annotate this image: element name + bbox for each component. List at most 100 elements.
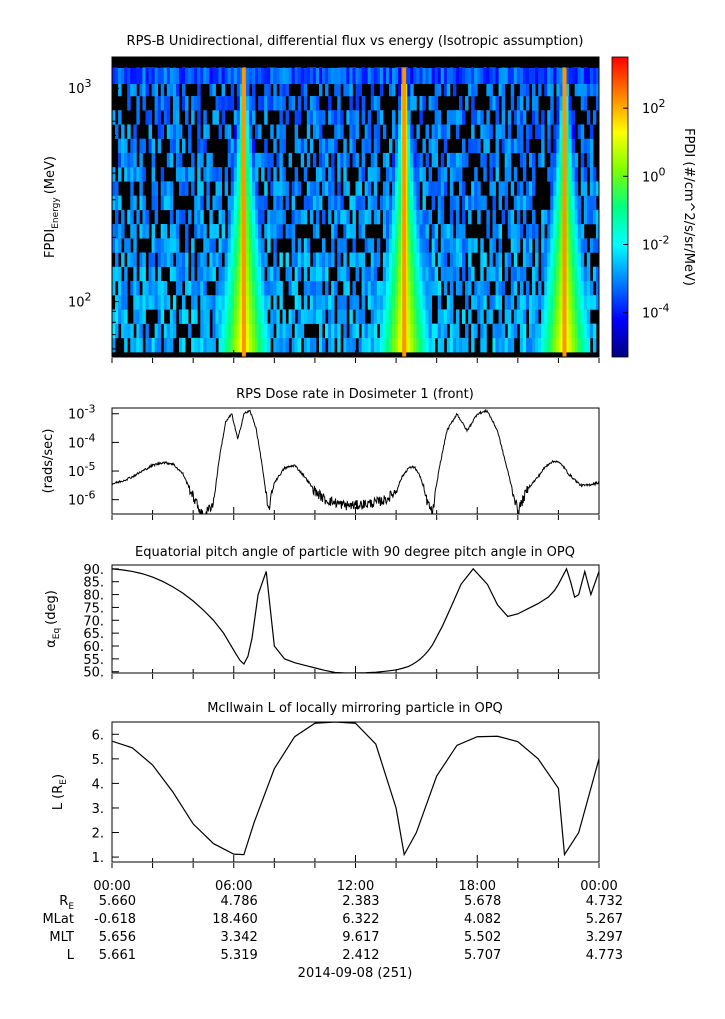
spectrogram-cell [568,110,572,125]
spectrogram-cell [410,68,414,84]
spectrogram-cell [318,280,323,296]
spectrogram-cell [270,323,274,339]
spectrogram-cell [337,110,341,125]
spectrogram-cell [568,252,572,268]
mcilwain-y-tick-label: 1. [92,851,104,866]
spectrogram-cell [559,124,563,139]
spectrogram-cell [294,295,299,310]
ephemeris-row-label: MLT [49,930,74,945]
spectrogram-cell [312,295,317,310]
spectrogram-cell [349,309,353,324]
spectrogram-cell [127,252,131,268]
spectrogram-cell [115,224,119,239]
spectrogram-cell [166,295,171,310]
spectrogram-cell [273,266,277,282]
spectrogram-cell [252,138,256,154]
spectrogram-cell [410,309,414,324]
spectrogram-cell [343,167,347,182]
spectrogram-cell [233,337,238,353]
spectrogram-cell [571,238,576,253]
spectrogram-cell [248,238,253,253]
spectrogram-cell [239,124,244,139]
spectrogram-cell [437,209,442,225]
spectrogram-cell [410,81,414,97]
spectrogram-cell [492,323,496,339]
spectrogram-cell [258,337,262,353]
spectrogram-cell [248,266,253,282]
spectrogram-cell [255,152,259,168]
spectrogram-cell [236,238,241,253]
spectrogram-cell [398,110,402,125]
spectrogram-cell [151,337,156,353]
spectrogram-cell [532,209,536,225]
spectrogram-cell [571,110,576,125]
spectrogram-cell [544,280,548,296]
pitch-angle-y-tick-label: 85. [83,576,104,591]
spectrogram-cell [489,309,493,324]
spectrogram-cell [519,152,524,168]
mcilwain-y-label-paren-close: ) [51,774,66,779]
spectrogram-cell [276,95,280,111]
spectrogram-cell [367,110,372,125]
spectrogram-cell [577,309,582,324]
spectrogram-cell [203,224,207,239]
spectrogram-cell [516,266,521,282]
spectrogram-cell [422,167,426,182]
spectrogram-cell [215,68,219,84]
spectrogram-cell [264,110,268,125]
spectrogram-cell [556,295,560,310]
spectrogram-cell [550,181,554,196]
spectrogram-cell [416,238,420,253]
spectrogram-cell [471,195,475,211]
spectrogram-cell [413,252,417,268]
spectrogram-cell [516,124,521,139]
spectrogram-cell [571,280,576,296]
pitch-angle-y-tick-label: 55. [83,653,104,668]
spectrogram-cell [407,81,411,97]
spectrogram-cell [425,152,429,168]
spectrogram-cell [309,195,314,211]
spectrogram-cell [395,138,399,154]
spectrogram-cell [449,238,454,253]
spectrogram-cell [410,181,414,196]
spectrogram-cell [239,337,244,353]
spectrogram-cell [245,337,250,353]
spectrogram-cell [343,81,347,97]
spectrogram-cell [175,252,180,268]
spectrogram-cell [331,295,335,310]
spectrogram-cell [318,81,323,97]
spectrogram-cell [458,224,463,239]
spectrogram-cell [248,181,253,196]
spectrogram-cell [142,81,146,97]
spectrogram-cell [486,110,490,125]
spectrogram-cell [452,337,457,353]
spectrogram-cell [364,138,369,154]
spectrogram-cell [410,195,414,211]
spectrogram-cell [315,181,320,196]
spectrogram-cell [331,167,335,182]
spectrogram-cell [519,110,524,125]
spectrogram-cell [115,309,119,324]
spectrogram-cell [483,152,487,168]
spectrogram-cell [553,68,557,84]
spectrogram-cell [349,295,353,310]
spectrogram-cell [522,238,527,253]
spectrogram-cell [452,110,457,125]
spectrogram-cell [279,110,283,125]
spectrogram-cell [370,295,375,310]
spectrogram-cell [471,110,475,125]
spectrogram-cell [492,209,496,225]
spectrogram-cell [169,309,174,324]
spectrogram-cell [236,110,241,125]
spectrogram-cell [388,68,393,84]
spectrogram-cell [142,209,146,225]
spectrogram-cell [148,337,152,353]
pitch-angle-y-tick-label: 65. [83,627,104,642]
spectrogram-cell [121,138,125,154]
spectrogram-cell [154,280,159,296]
spectrogram-cell [559,181,563,196]
spectrogram-cell [395,238,399,253]
ephemeris-value: 5.656 [99,930,136,945]
spectrogram-cell [282,124,286,139]
spectrogram-cell [282,309,286,324]
